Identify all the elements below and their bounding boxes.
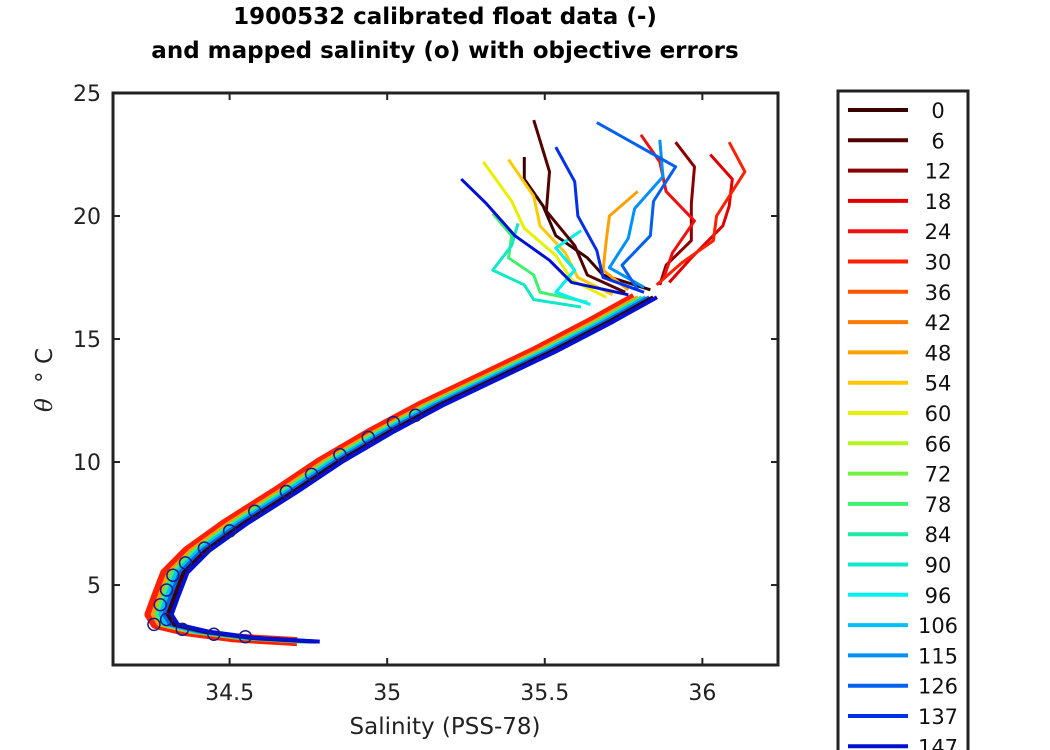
y-axis-label-symbol: θ <box>32 398 58 412</box>
series-line-147 <box>460 178 629 297</box>
legend-label-106: 106 <box>918 614 958 638</box>
series-line-48 <box>601 190 639 291</box>
axis-ticks: 34.5 35 35.5 36 5 10 15 20 25 <box>73 82 778 706</box>
series-line-126 <box>596 121 678 291</box>
legend-label-137: 137 <box>918 705 958 729</box>
plot-frame <box>111 91 780 667</box>
mapped-point <box>197 541 212 555</box>
x-tick-label: 35 <box>373 681 401 706</box>
legend-label-12: 12 <box>925 160 952 184</box>
legend-label-90: 90 <box>925 554 952 578</box>
x-tick-label: 35.5 <box>520 681 569 706</box>
legend-label-147: 147 <box>918 735 958 750</box>
legend-label-54: 54 <box>925 372 952 396</box>
y-tick-label: 10 <box>73 451 101 476</box>
series-line-54 <box>507 158 614 297</box>
series-line-137 <box>554 146 645 294</box>
mapped-point <box>207 627 221 641</box>
mapped-point <box>147 617 161 632</box>
series-line-90 <box>491 222 582 309</box>
legend-label-126: 126 <box>918 675 958 699</box>
series-line-115 <box>607 139 665 289</box>
legend-label-18: 18 <box>925 190 952 214</box>
series-line-30 <box>655 141 747 287</box>
legend-label-60: 60 <box>925 402 952 426</box>
mapped-point <box>175 622 190 637</box>
legend-label-36: 36 <box>925 281 952 305</box>
chart-title-line-1: 1900532 calibrated float data (-) <box>233 4 657 30</box>
mapped-point <box>159 612 174 627</box>
mapped-point <box>166 568 180 582</box>
legend-label-72: 72 <box>925 463 952 487</box>
mapped-point <box>159 583 174 597</box>
svg-text:θ ° C: θ ° C <box>32 348 58 412</box>
mapped-point <box>222 524 237 538</box>
legend-label-96: 96 <box>925 584 952 608</box>
series-line-12 <box>658 141 696 286</box>
y-tick-label: 15 <box>73 328 101 353</box>
legend-label-84: 84 <box>925 523 952 547</box>
legend-label-42: 42 <box>925 311 952 335</box>
legend-label-78: 78 <box>925 493 952 517</box>
series-line-6 <box>532 119 626 294</box>
x-axis-label: Salinity (PSS-78) <box>350 714 541 740</box>
y-tick-label: 5 <box>87 574 101 599</box>
legend: 0 6 12 18 24 30 36 42 48 54 60 66 72 78 84 90 96 106 115 12… <box>836 89 970 750</box>
mapped-point <box>386 415 401 430</box>
mapped-point <box>238 629 253 644</box>
series-line-96 <box>554 229 591 306</box>
legend-label-6: 6 <box>931 129 944 153</box>
series-line-78 <box>491 212 588 304</box>
legend-label-24: 24 <box>925 220 952 244</box>
y-axis-label-unit: ° C <box>32 348 58 383</box>
y-tick-label: 20 <box>73 205 101 230</box>
x-tick-label: 36 <box>688 681 716 706</box>
plot-area <box>113 93 778 665</box>
mapped-point <box>304 467 319 482</box>
mapped-point <box>178 556 193 570</box>
x-tick-label: 34.5 <box>205 681 254 706</box>
mapped-point <box>279 484 294 499</box>
y-axis-label: θ ° C <box>32 348 58 412</box>
legend-label-48: 48 <box>925 341 952 365</box>
mapped-point <box>153 597 168 612</box>
legend-label-0: 0 <box>931 99 944 123</box>
mapped-salinity-markers <box>147 408 423 644</box>
mapped-point <box>408 408 423 423</box>
mapped-point <box>361 430 376 445</box>
legend-label-30: 30 <box>925 251 952 275</box>
legend-label-66: 66 <box>925 432 952 456</box>
legend-label-115: 115 <box>918 644 958 668</box>
mapped-point <box>248 504 262 518</box>
chart-title-line-2: and mapped salinity (o) with objective e… <box>151 38 739 64</box>
y-tick-label: 25 <box>73 82 101 107</box>
series-lines <box>144 119 747 647</box>
series-line-18 <box>668 153 734 284</box>
mapped-point <box>333 447 347 462</box>
